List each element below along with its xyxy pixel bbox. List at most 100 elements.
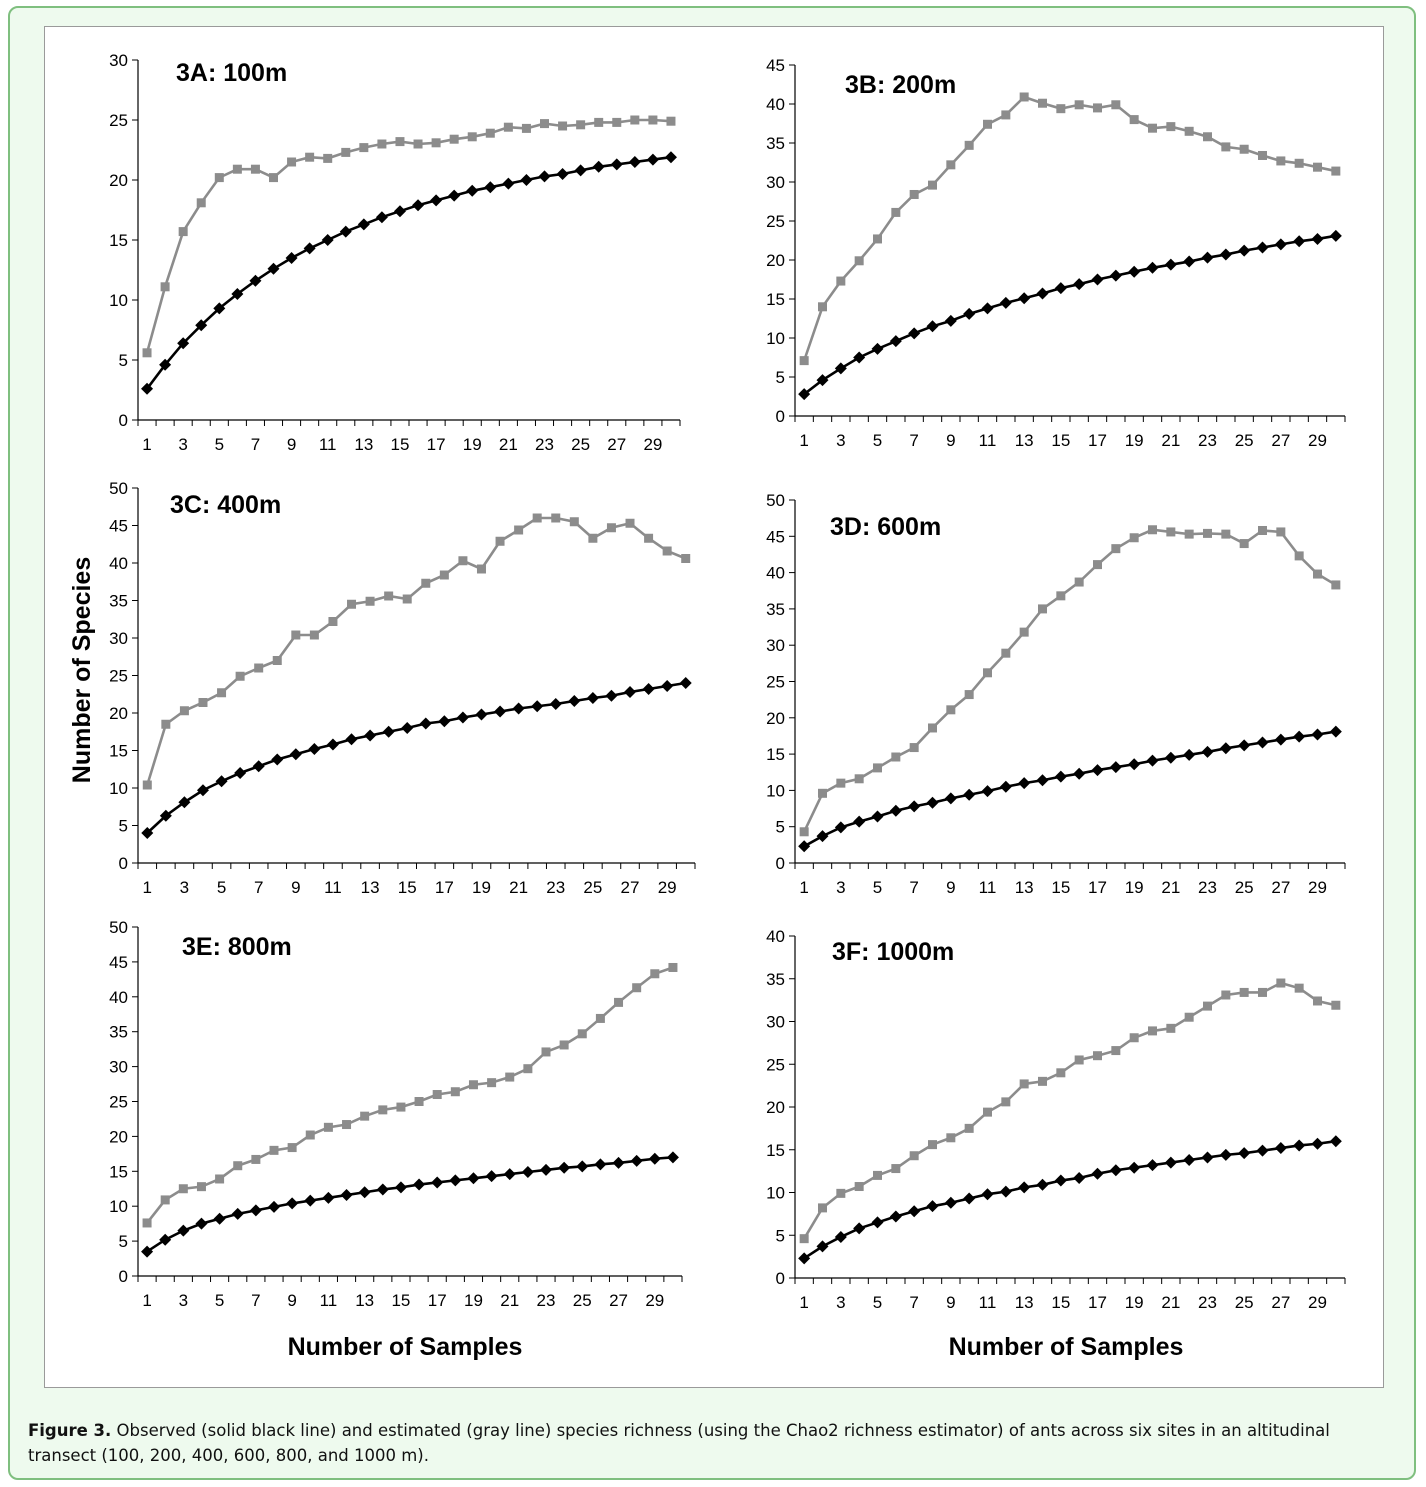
data-point-observed — [1018, 777, 1031, 790]
data-point-observed — [213, 302, 226, 315]
data-point-observed — [1293, 730, 1306, 743]
x-tick-label: 29 — [1308, 1293, 1327, 1312]
x-tick-label: 7 — [251, 1291, 260, 1310]
data-point-estimated — [532, 513, 542, 523]
x-tick-label: 13 — [355, 1291, 374, 1310]
data-point-estimated — [836, 1188, 846, 1198]
data-point-observed — [816, 374, 829, 387]
data-point-estimated — [983, 119, 992, 129]
data-point-estimated — [1038, 98, 1047, 108]
x-tick-label: 17 — [1088, 1293, 1107, 1312]
x-tick-label: 25 — [583, 878, 602, 897]
data-point-estimated — [1148, 525, 1157, 535]
data-point-estimated — [1093, 1051, 1102, 1061]
x-tick-label: 5 — [873, 431, 882, 450]
data-point-estimated — [214, 173, 224, 183]
data-point-observed — [467, 1172, 480, 1185]
x-tick-label: 21 — [1161, 1293, 1180, 1312]
series-line-estimated — [802, 95, 1337, 362]
data-point-estimated — [873, 234, 882, 244]
x-tick-label: 7 — [909, 1293, 918, 1312]
data-point-observed — [664, 151, 677, 164]
x-tick-label: 15 — [1051, 1293, 1070, 1312]
data-point-observed — [1018, 1181, 1031, 1194]
data-point-observed — [1091, 273, 1104, 286]
y-tick-label: 15 — [109, 742, 128, 761]
data-point-observed — [1293, 235, 1306, 248]
data-point-observed — [926, 796, 939, 809]
data-point-observed — [679, 677, 692, 689]
data-point-observed — [1164, 751, 1177, 764]
data-point-estimated — [196, 1182, 206, 1192]
data-point-estimated — [1056, 1068, 1066, 1078]
data-point-estimated — [630, 115, 640, 125]
data-point-estimated — [946, 160, 956, 170]
data-point-estimated — [1239, 987, 1249, 997]
data-point-observed — [1109, 1164, 1122, 1177]
x-tick-label: 1 — [799, 878, 808, 897]
x-tick-label: 11 — [979, 1293, 997, 1312]
data-point-observed — [1183, 748, 1196, 761]
data-point-estimated — [666, 116, 676, 126]
data-point-observed — [267, 262, 280, 275]
figure-panel — [44, 26, 1384, 1388]
data-point-estimated — [160, 282, 170, 292]
data-point-estimated — [1129, 1033, 1139, 1043]
data-point-observed — [376, 1183, 389, 1196]
data-point-estimated — [964, 690, 974, 700]
y-tick-label: 30 — [766, 173, 785, 192]
y-tick-label: 5 — [776, 368, 785, 387]
data-point-observed — [484, 181, 497, 194]
y-tick-label: 20 — [109, 171, 128, 190]
data-point-observed — [1201, 251, 1214, 264]
series-line-observed — [803, 1139, 1337, 1260]
data-point-estimated — [1276, 156, 1286, 166]
data-point-observed — [438, 715, 451, 728]
data-point-observed — [1146, 261, 1159, 274]
data-point-observed — [177, 337, 190, 350]
data-point-estimated — [1038, 604, 1047, 614]
data-point-estimated — [1258, 525, 1267, 535]
x-tick-label: 23 — [1198, 431, 1217, 450]
data-point-estimated — [432, 1090, 442, 1100]
data-point-observed — [195, 319, 208, 332]
x-tick-label: 19 — [1125, 878, 1144, 897]
y-tick-label: 5 — [776, 1226, 785, 1245]
x-tick-label: 15 — [391, 435, 410, 454]
chart-title: 3F: 1000m — [832, 938, 954, 966]
data-point-observed — [494, 705, 507, 718]
y-tick-label: 45 — [109, 953, 128, 972]
data-point-observed — [963, 1192, 976, 1205]
x-tick-label: 5 — [215, 435, 224, 454]
data-point-estimated — [1331, 580, 1341, 590]
y-axis-title: Number of Species — [68, 557, 96, 783]
x-tick-label: 3 — [836, 431, 845, 450]
data-point-estimated — [1129, 115, 1139, 125]
y-tick-label: 30 — [109, 1058, 128, 1077]
x-tick-label: 27 — [607, 435, 626, 454]
data-point-observed — [1238, 739, 1251, 752]
data-point-observed — [326, 738, 339, 751]
data-point-observed — [999, 296, 1012, 309]
data-point-observed — [871, 1216, 884, 1229]
data-point-observed — [413, 1178, 426, 1191]
data-point-estimated — [1221, 142, 1231, 152]
data-point-observed — [666, 1151, 679, 1164]
data-point-observed — [1256, 736, 1269, 749]
data-point-estimated — [818, 1203, 827, 1213]
data-point-estimated — [1184, 1012, 1194, 1022]
data-point-observed — [521, 1165, 534, 1178]
data-point-observed — [196, 784, 209, 797]
data-point-observed — [1274, 1142, 1287, 1155]
y-tick-label: 5 — [119, 817, 128, 836]
data-point-observed — [871, 342, 884, 355]
data-point-estimated — [569, 517, 579, 527]
data-point-estimated — [347, 599, 357, 609]
data-point-observed — [1329, 229, 1342, 242]
y-tick-label: 20 — [766, 709, 785, 728]
data-point-observed — [963, 788, 976, 801]
x-tick-label: 23 — [535, 435, 554, 454]
x-tick-label: 29 — [1308, 878, 1327, 897]
data-point-observed — [252, 760, 265, 773]
